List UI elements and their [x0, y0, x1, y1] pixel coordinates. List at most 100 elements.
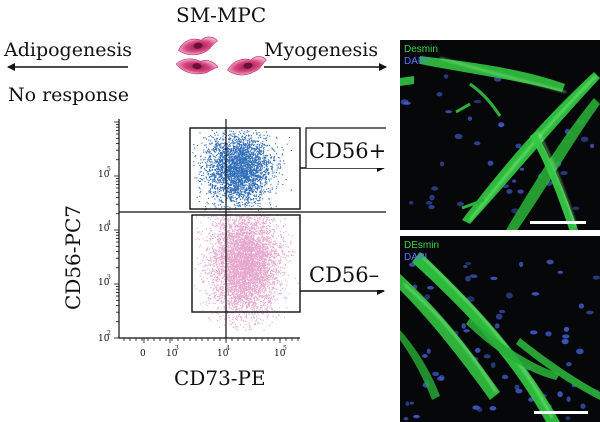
cd56-negative-dot	[230, 272, 232, 274]
cd56-negative-dot	[231, 292, 233, 294]
cd56-negative-dot	[264, 249, 266, 251]
cd56-negative-dot	[256, 230, 258, 232]
cd56-negative-dot	[210, 216, 212, 218]
cd56-negative-dot	[238, 248, 240, 250]
cd56-negative-dot	[264, 301, 266, 303]
cd56-negative-dot	[259, 265, 261, 267]
cd56-negative-dot	[244, 234, 246, 236]
cd56-negative-dot	[244, 297, 246, 299]
cd56-negative-dot	[252, 270, 254, 272]
cd56-negative-dot	[248, 222, 250, 224]
cd56-negative-dot	[263, 276, 265, 278]
cd56-negative-dot	[246, 238, 248, 240]
cd56-negative-dot	[233, 221, 235, 223]
cd56-negative-dot	[222, 277, 224, 279]
cd56-negative-dot	[220, 220, 222, 222]
cd56-negative-dot	[229, 320, 231, 322]
cd56-negative-dot	[259, 289, 261, 291]
cd56-negative-dot	[213, 255, 215, 257]
cd56-negative-dot	[213, 252, 215, 254]
cd56-negative-dot	[241, 266, 243, 268]
cd56-negative-dot	[268, 268, 270, 270]
cd56-negative-dot	[212, 221, 214, 223]
cd56-negative-dot	[240, 293, 242, 295]
cd56-negative-dot	[233, 297, 235, 299]
cd56-negative-dot	[257, 291, 259, 293]
cd56-negative-dot	[226, 264, 228, 266]
cd56-negative-dot	[250, 292, 252, 294]
cd56-negative-dot	[224, 217, 226, 219]
cd56-negative-dot	[227, 256, 229, 258]
cd56-negative-dot	[272, 243, 274, 245]
cd56-negative-dot	[227, 234, 229, 236]
cd56-negative-dot	[251, 245, 253, 247]
cd56-negative-dot	[261, 278, 263, 280]
cd56-negative-dot	[273, 250, 275, 252]
cd56-negative-dot	[246, 297, 248, 299]
cd56-negative-dot	[242, 268, 244, 270]
cd56-negative-dot	[236, 309, 238, 311]
cd56-negative-dot	[233, 266, 235, 268]
cd56-negative-dot	[261, 246, 263, 248]
cd56-negative-dot	[244, 273, 246, 275]
cd56-negative-dot	[264, 274, 266, 276]
cd56-negative-dot	[197, 232, 199, 234]
cd56-negative-dot	[269, 249, 271, 251]
cd56-negative-dot	[267, 236, 269, 238]
cd56-negative-dot	[279, 293, 281, 295]
cd56-negative-dot	[236, 235, 238, 237]
cd56-negative-dot	[265, 294, 267, 296]
cd56-negative-dot	[272, 287, 274, 289]
cd56-negative-dot	[253, 247, 255, 249]
cd56-negative-dot	[272, 315, 274, 317]
cd56-negative-dot	[215, 271, 217, 273]
cd56-negative-dot	[272, 243, 274, 245]
cd56-negative-dot	[290, 240, 292, 242]
cd56-negative-dot	[241, 238, 243, 240]
cd56-negative-dot	[229, 238, 231, 240]
cd56-negative-dot	[238, 280, 240, 282]
cd56-negative-dot	[229, 281, 231, 283]
cd56-negative-dot	[288, 234, 290, 236]
cd56-negative-dot	[251, 241, 253, 243]
cd56-negative-dot	[215, 256, 217, 258]
cd56-negative-dot	[237, 276, 239, 278]
cd56-negative-dot	[264, 257, 266, 259]
cd56-negative-dot	[227, 265, 229, 267]
cd56-negative-dot	[257, 275, 259, 277]
cd56-negative-dot	[248, 244, 250, 246]
cd56-negative-dot	[281, 293, 283, 295]
cd56-negative-dot	[245, 301, 247, 303]
cd56-negative-dot	[254, 264, 256, 266]
cd56-negative-dot	[271, 321, 273, 323]
cd56-negative-dot	[260, 295, 262, 297]
cd56-negative-dot	[249, 234, 251, 236]
cd56-negative-dot	[274, 242, 276, 244]
cd56-negative-dot	[223, 229, 225, 231]
cd56-negative-dot	[231, 312, 233, 314]
cd56-negative-dot	[202, 260, 204, 262]
cd56-negative-dot	[220, 266, 222, 268]
cd56-negative-dot	[222, 296, 224, 298]
cd56-negative-dot	[272, 235, 274, 237]
cd56-negative-dot	[223, 258, 225, 260]
cd56-negative-dot	[230, 298, 232, 300]
cd56-negative-dot	[253, 264, 255, 266]
cd56-negative-dot	[236, 277, 238, 279]
cd56-negative-dot	[259, 278, 261, 280]
cd56-negative-dot	[228, 254, 230, 256]
cd56-negative-dot	[264, 266, 266, 268]
cd56-negative-dot	[245, 295, 247, 297]
cd56-negative-dot	[246, 282, 248, 284]
cd56-negative-dot	[255, 254, 257, 256]
cd56-negative-dot	[242, 253, 244, 255]
cd56-negative-dot	[262, 245, 264, 247]
cd56-negative-dot	[239, 310, 241, 312]
cd56-negative-dot	[267, 248, 269, 250]
cd56-negative-dot	[242, 222, 244, 224]
cd56-negative-dot	[256, 296, 258, 298]
cd56-negative-dot	[240, 252, 242, 254]
cd56-negative-dot	[244, 236, 246, 238]
cd56-negative-dot	[274, 257, 276, 259]
cd56-negative-dot	[234, 269, 236, 271]
